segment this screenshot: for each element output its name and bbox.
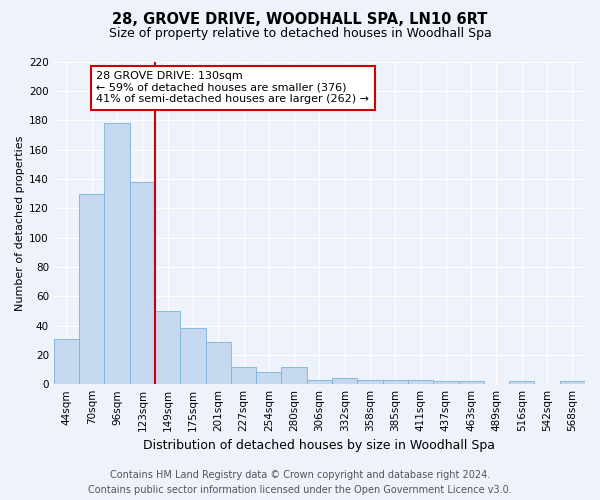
Bar <box>54 338 79 384</box>
Bar <box>79 194 104 384</box>
Bar <box>155 311 180 384</box>
Bar <box>104 123 130 384</box>
Bar <box>408 380 433 384</box>
Bar <box>206 342 231 384</box>
Bar <box>256 372 281 384</box>
Bar <box>433 381 458 384</box>
Bar <box>509 381 535 384</box>
Bar <box>560 381 585 384</box>
Text: 28 GROVE DRIVE: 130sqm
← 59% of detached houses are smaller (376)
41% of semi-de: 28 GROVE DRIVE: 130sqm ← 59% of detached… <box>96 71 369 104</box>
Bar <box>307 380 332 384</box>
Text: Contains HM Land Registry data © Crown copyright and database right 2024.
Contai: Contains HM Land Registry data © Crown c… <box>88 470 512 495</box>
Bar <box>281 366 307 384</box>
Bar <box>383 380 408 384</box>
Bar <box>180 328 206 384</box>
Text: Size of property relative to detached houses in Woodhall Spa: Size of property relative to detached ho… <box>109 28 491 40</box>
Text: 28, GROVE DRIVE, WOODHALL SPA, LN10 6RT: 28, GROVE DRIVE, WOODHALL SPA, LN10 6RT <box>112 12 488 28</box>
Bar <box>358 380 383 384</box>
Bar <box>231 366 256 384</box>
Y-axis label: Number of detached properties: Number of detached properties <box>15 135 25 310</box>
X-axis label: Distribution of detached houses by size in Woodhall Spa: Distribution of detached houses by size … <box>143 440 496 452</box>
Bar <box>332 378 358 384</box>
Bar <box>458 381 484 384</box>
Bar <box>130 182 155 384</box>
